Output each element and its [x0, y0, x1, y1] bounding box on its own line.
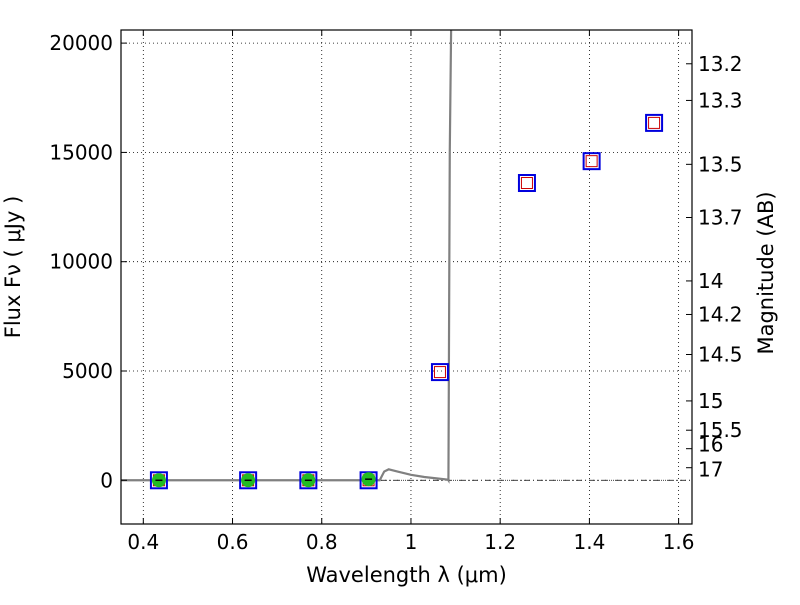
model-point-outer-box — [645, 113, 664, 132]
model-point-inner-box — [648, 116, 661, 129]
y-axis-label: Flux Fν ( μJy ) — [1, 196, 25, 339]
observed-point — [361, 472, 376, 487]
magnitude-tick-label: 14.5 — [698, 343, 743, 367]
magnitude-axis-label: Magnitude (AB) — [754, 191, 778, 354]
y-tick-label: 10000 — [49, 250, 113, 274]
magnitude-tick-label: 16 — [698, 433, 723, 457]
observed-point — [241, 473, 256, 488]
sed-curve-group — [121, 30, 453, 484]
model-point-outer-box — [299, 471, 318, 490]
x-axis-label: Wavelength λ (μm) — [306, 563, 507, 587]
x-tick-label: 1.6 — [663, 530, 695, 554]
x-tick-label: 1.2 — [484, 530, 516, 554]
model-point — [645, 113, 664, 132]
magnitude-tick-label: 13.3 — [698, 88, 743, 112]
y-tick-label: 0 — [100, 468, 113, 492]
model-point-outer-box — [517, 174, 536, 193]
model-point-inner-box — [585, 155, 598, 168]
magnitude-tick-label: 17 — [698, 458, 723, 482]
y-tick-label: 15000 — [49, 140, 113, 164]
x-tick-label: 1.4 — [573, 530, 605, 554]
model-point — [582, 152, 601, 171]
magnitude-tick-label: 13.7 — [698, 205, 743, 229]
magnitude-tick-label: 14.2 — [698, 302, 743, 326]
x-ticks: 0.4 0.6 0.8 1 1.2 1.4 1.6 — [127, 30, 695, 554]
sed-curve — [121, 30, 453, 484]
model-points-group — [149, 113, 664, 490]
magnitude-tick-label: 15 — [698, 389, 723, 413]
observed-points-group — [151, 472, 376, 488]
model-point-outer-box — [239, 471, 258, 490]
plot-frame — [120, 29, 693, 525]
model-point — [430, 363, 449, 382]
x-tick-label: 0.4 — [127, 530, 159, 554]
model-point-outer-box — [582, 152, 601, 171]
observed-point — [301, 473, 316, 488]
model-point-outer-box — [149, 471, 168, 490]
grid — [121, 30, 692, 524]
model-point-inner-box — [433, 366, 446, 379]
x-tick-label: 0.6 — [217, 530, 249, 554]
model-point — [517, 174, 536, 193]
magnitude-tick-label: 13.5 — [698, 152, 743, 176]
model-point-outer-box — [430, 363, 449, 382]
y-tick-label: 20000 — [49, 31, 113, 55]
y-tick-label: 5000 — [62, 359, 113, 383]
x-tick-label: 1 — [405, 530, 418, 554]
magnitude-tick-label: 15.5 — [698, 418, 743, 442]
y-ticks: 0 5000 10000 15000 20000 — [49, 31, 127, 492]
model-point-inner-box — [520, 177, 533, 190]
magnitude-tick-label: 13.2 — [698, 52, 743, 76]
magnitude-tick-label: 14 — [698, 269, 723, 293]
x-tick-label: 0.8 — [306, 530, 338, 554]
observed-point — [151, 473, 166, 488]
